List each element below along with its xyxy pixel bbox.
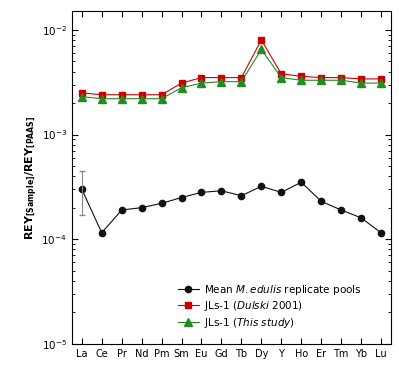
Mean M.edulis replicate pools — [279, 190, 284, 195]
JLs-1 (This study) — [319, 78, 324, 83]
Legend: Mean $\mathit{M.edulis}$ replicate pools, JLs-1 ($\mathit{Dulski}$ $\mathit{2001: Mean $\mathit{M.edulis}$ replicate pools… — [176, 280, 364, 332]
JLs-1 (Dulski 2001) — [259, 38, 264, 42]
Y-axis label: $\mathbf{REY}$$_{\mathbf{[Sample]}}$$\mathbf{/REY}$$_{\mathbf{[PAAS]}}$: $\mathbf{REY}$$_{\mathbf{[Sample]}}$$\ma… — [23, 115, 39, 240]
JLs-1 (Dulski 2001) — [199, 75, 204, 80]
Mean M.edulis replicate pools — [99, 230, 104, 235]
JLs-1 (Dulski 2001) — [139, 92, 144, 97]
JLs-1 (Dulski 2001) — [219, 75, 224, 80]
JLs-1 (This study) — [179, 86, 184, 90]
Mean M.edulis replicate pools — [179, 195, 184, 200]
Mean M.edulis replicate pools — [199, 190, 204, 195]
JLs-1 (This study) — [359, 81, 363, 86]
Mean M.edulis replicate pools — [119, 208, 124, 212]
JLs-1 (Dulski 2001) — [159, 92, 164, 97]
JLs-1 (This study) — [299, 78, 304, 83]
JLs-1 (This study) — [259, 47, 264, 52]
JLs-1 (This study) — [279, 75, 284, 80]
Line: JLs-1 (Dulski 2001): JLs-1 (Dulski 2001) — [78, 37, 385, 98]
Mean M.edulis replicate pools — [319, 199, 324, 204]
Mean M.edulis replicate pools — [139, 206, 144, 210]
JLs-1 (Dulski 2001) — [179, 81, 184, 86]
JLs-1 (This study) — [379, 81, 383, 86]
Mean M.edulis replicate pools — [259, 184, 264, 189]
Mean M.edulis replicate pools — [239, 193, 244, 198]
JLs-1 (This study) — [159, 96, 164, 101]
JLs-1 (This study) — [119, 96, 124, 101]
JLs-1 (Dulski 2001) — [79, 91, 84, 95]
Mean M.edulis replicate pools — [299, 180, 304, 185]
JLs-1 (This study) — [239, 79, 244, 84]
JLs-1 (This study) — [219, 79, 224, 84]
Mean M.edulis replicate pools — [339, 208, 344, 212]
JLs-1 (Dulski 2001) — [239, 75, 244, 80]
Mean M.edulis replicate pools — [379, 230, 383, 235]
JLs-1 (Dulski 2001) — [279, 71, 284, 76]
JLs-1 (Dulski 2001) — [359, 77, 363, 81]
Line: Mean M.edulis replicate pools: Mean M.edulis replicate pools — [79, 179, 384, 236]
JLs-1 (Dulski 2001) — [339, 75, 344, 80]
JLs-1 (This study) — [199, 81, 204, 86]
JLs-1 (This study) — [79, 94, 84, 99]
JLs-1 (Dulski 2001) — [319, 75, 324, 80]
JLs-1 (This study) — [139, 96, 144, 101]
Mean M.edulis replicate pools — [359, 215, 363, 220]
Line: JLs-1 (This study): JLs-1 (This study) — [78, 45, 385, 103]
Mean M.edulis replicate pools — [79, 187, 84, 191]
JLs-1 (Dulski 2001) — [119, 92, 124, 97]
JLs-1 (Dulski 2001) — [299, 74, 304, 79]
JLs-1 (Dulski 2001) — [379, 77, 383, 81]
Mean M.edulis replicate pools — [219, 188, 224, 193]
JLs-1 (This study) — [339, 78, 344, 83]
JLs-1 (Dulski 2001) — [99, 92, 104, 97]
Mean M.edulis replicate pools — [159, 201, 164, 206]
JLs-1 (This study) — [99, 96, 104, 101]
